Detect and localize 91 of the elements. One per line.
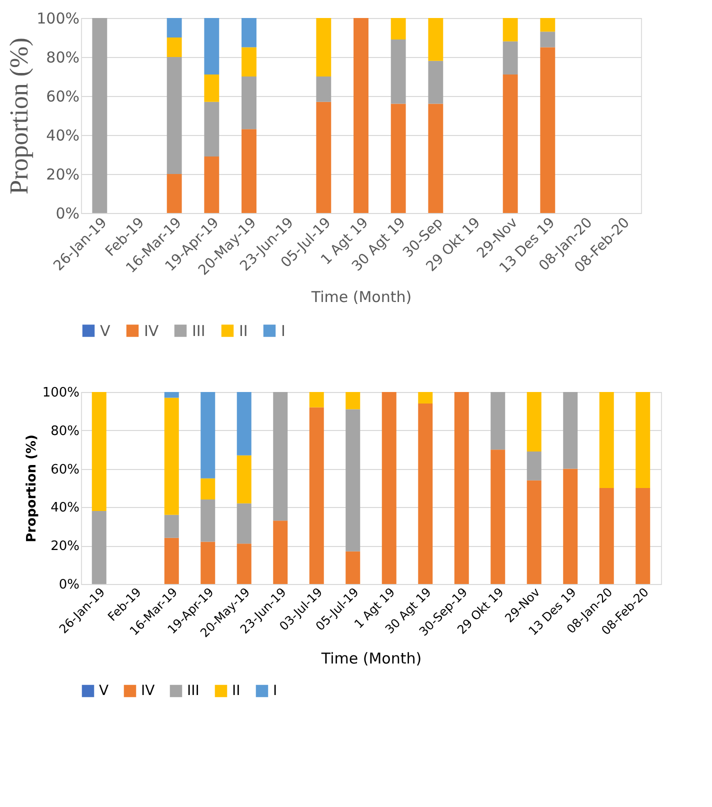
bar — [242, 129, 256, 213]
legend-label: II — [232, 683, 240, 699]
legend-label: V — [99, 683, 109, 699]
bar — [526, 392, 542, 452]
bar — [563, 468, 578, 584]
legend-label: II — [239, 322, 248, 340]
legend-label: III — [192, 322, 206, 340]
y-tick-label: 80% — [46, 48, 80, 66]
bar — [242, 18, 256, 48]
y-tick-label: 100% — [36, 10, 80, 28]
y-tick-label: 60% — [46, 88, 80, 106]
bar — [346, 392, 360, 410]
bar — [382, 392, 396, 584]
bar — [390, 39, 406, 104]
bar — [236, 503, 252, 544]
bar — [526, 452, 542, 480]
y-tick-label: 80% — [50, 424, 80, 439]
y-tick-label: 0% — [58, 578, 80, 592]
bar — [92, 392, 106, 512]
bar — [273, 392, 288, 521]
bar — [92, 18, 108, 213]
bar — [502, 41, 518, 75]
legend-label: I — [281, 322, 286, 340]
bar — [200, 542, 216, 584]
bar — [273, 520, 288, 584]
bar — [428, 18, 444, 61]
bar — [92, 511, 106, 584]
bar — [236, 392, 252, 456]
bar — [418, 404, 433, 584]
bar — [316, 76, 332, 102]
x-axis-title: Time (Month) — [320, 649, 422, 668]
bar — [236, 544, 252, 584]
y-tick-label: 40% — [46, 126, 80, 144]
bar — [200, 392, 216, 478]
y-tick-label: 100% — [42, 386, 80, 400]
y-tick-label: 0% — [56, 204, 80, 222]
y-axis-title: Proportion (%) — [24, 434, 40, 542]
bar — [636, 488, 650, 584]
bar — [346, 551, 360, 584]
bar — [164, 538, 179, 584]
legend-label: III — [187, 683, 200, 699]
bar — [242, 76, 256, 130]
legend-label: IV — [141, 683, 156, 699]
bar — [204, 156, 220, 213]
bar — [166, 174, 182, 213]
bar — [309, 392, 324, 408]
bar — [164, 514, 179, 538]
bar — [316, 18, 332, 76]
legend-label: V — [100, 322, 111, 340]
bar — [490, 450, 506, 584]
bar — [354, 18, 368, 213]
y-tick-label: 20% — [46, 166, 80, 184]
bar — [164, 392, 179, 398]
bar — [166, 18, 182, 38]
bar — [166, 57, 182, 174]
bar — [236, 455, 252, 504]
bar — [200, 478, 216, 500]
bar — [204, 74, 220, 102]
bar — [454, 392, 469, 584]
bar — [428, 104, 444, 213]
bar — [204, 102, 220, 156]
bar — [204, 18, 220, 75]
y-axis-title: Proportion (%) — [4, 38, 34, 194]
bar — [316, 102, 332, 213]
legend-label: IV — [144, 322, 160, 340]
y-tick-label: 20% — [50, 539, 80, 554]
bar — [490, 392, 506, 450]
bar — [540, 18, 556, 32]
bar — [346, 409, 360, 552]
bar — [563, 392, 578, 469]
bar — [309, 407, 324, 584]
bar — [540, 47, 556, 213]
bar — [599, 488, 614, 584]
bar — [166, 38, 182, 57]
legend-label: I — [273, 683, 278, 699]
bar — [636, 392, 650, 488]
bar — [418, 392, 433, 404]
bar — [390, 104, 406, 213]
bar — [540, 32, 556, 48]
bar — [502, 18, 518, 42]
y-tick-label: 40% — [50, 500, 80, 516]
bar — [390, 18, 406, 40]
x-axis-title: Time (Month) — [310, 288, 412, 306]
bar — [526, 480, 542, 584]
bar — [200, 500, 216, 542]
y-tick-label: 60% — [50, 462, 80, 478]
bar — [502, 74, 518, 213]
bar — [599, 392, 614, 488]
bar — [428, 60, 444, 104]
bar — [164, 398, 179, 515]
bar — [242, 47, 256, 76]
